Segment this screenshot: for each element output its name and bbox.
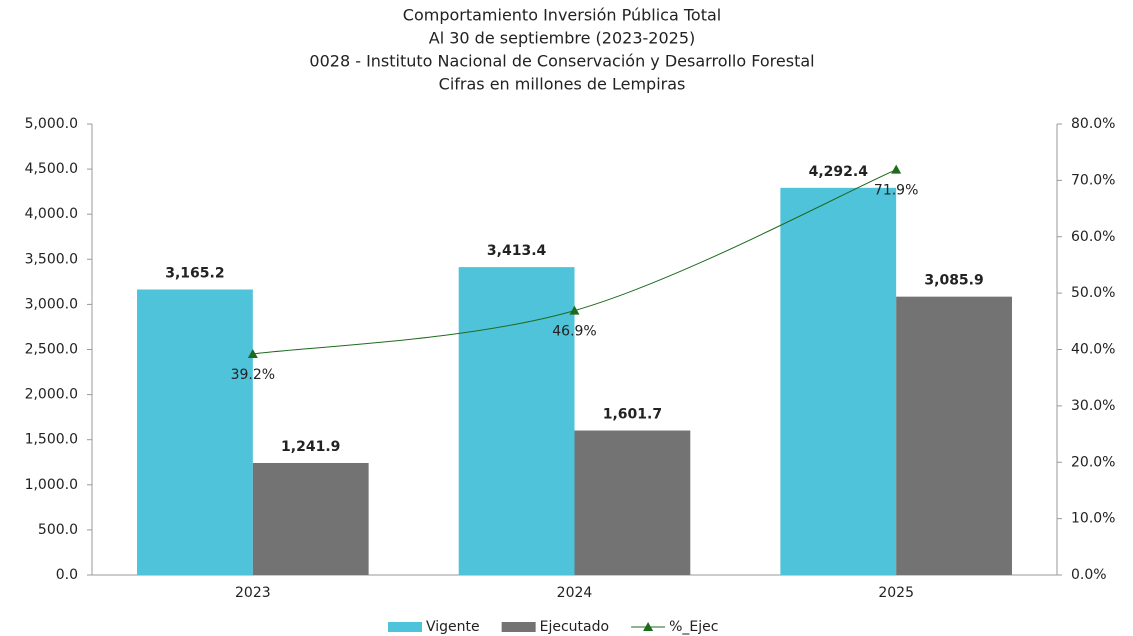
bar (252, 462, 369, 575)
legend-marker (643, 622, 654, 631)
line-marker (891, 164, 902, 174)
chart-subtitle: Cifras en millones de Lempiras (439, 75, 686, 94)
y-tick-label: 1,500.0 (25, 432, 78, 448)
bar-value-label: 3,085.9 (924, 273, 983, 289)
line-value-label: 46.9% (552, 324, 596, 340)
y-tick-label: 3,000.0 (25, 296, 78, 312)
y-tick-label: 1,000.0 (25, 477, 78, 493)
y-tick-label: 5,000.0 (25, 116, 78, 132)
legend-swatch (501, 622, 536, 632)
y2-tick-label: 20.0% (1071, 454, 1115, 470)
legend-label: Vigente (426, 619, 480, 635)
y-tick-label: 4,000.0 (25, 206, 78, 222)
y-tick-label: 2,000.0 (25, 387, 78, 403)
y-tick-label: 4,500.0 (25, 161, 78, 177)
legend-swatch (388, 622, 422, 632)
line-marker (569, 305, 580, 315)
y-tick-label: 3,500.0 (25, 251, 78, 267)
y2-tick-label: 70.0% (1071, 172, 1115, 188)
bar-value-label: 3,165.2 (165, 265, 224, 281)
chart-subtitle: 0028 - Instituto Nacional de Conservació… (309, 52, 814, 71)
y-tick-label: 0.0 (56, 567, 78, 583)
chart-title: Comportamiento Inversión Pública Total (403, 6, 721, 25)
y2-tick-label: 60.0% (1071, 229, 1115, 245)
bar (458, 267, 575, 575)
legend-label: Ejecutado (540, 619, 609, 635)
y-tick-label: 500.0 (38, 522, 78, 538)
y2-tick-label: 80.0% (1071, 116, 1115, 132)
bar-value-label: 3,413.4 (487, 243, 547, 259)
bar-value-label: 1,601.7 (603, 407, 662, 423)
chart-subtitle: Al 30 de septiembre (2023-2025) (429, 29, 696, 48)
x-tick-label: 2024 (557, 585, 593, 601)
y2-tick-label: 10.0% (1071, 511, 1115, 527)
y2-tick-label: 40.0% (1071, 342, 1115, 358)
line-marker (247, 349, 258, 359)
y-tick-label: 2,500.0 (25, 342, 78, 358)
y2-tick-label: 30.0% (1071, 398, 1115, 414)
x-tick-label: 2023 (235, 585, 271, 601)
legend-label: %_Ejec (669, 619, 718, 635)
bar (780, 187, 897, 576)
bar-value-label: 1,241.9 (281, 439, 340, 455)
bar (137, 289, 253, 575)
y2-tick-label: 0.0% (1071, 567, 1107, 583)
x-tick-label: 2025 (878, 585, 914, 601)
bar (574, 430, 691, 575)
line-value-label: 39.2% (231, 367, 275, 383)
y2-tick-label: 50.0% (1071, 285, 1115, 301)
bar (896, 296, 1012, 575)
bar-value-label: 4,292.4 (809, 164, 869, 180)
line-value-label: 71.9% (874, 183, 918, 199)
